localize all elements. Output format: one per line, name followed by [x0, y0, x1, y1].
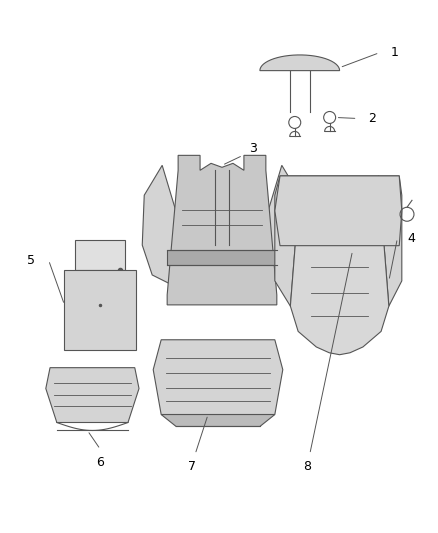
Polygon shape — [153, 340, 283, 415]
Text: 2: 2 — [368, 112, 376, 125]
Polygon shape — [161, 415, 275, 426]
Polygon shape — [260, 55, 339, 71]
Polygon shape — [267, 165, 302, 285]
Polygon shape — [75, 240, 126, 270]
Text: 6: 6 — [96, 456, 104, 469]
Text: 1: 1 — [391, 46, 399, 59]
Text: 4: 4 — [407, 232, 415, 245]
Polygon shape — [275, 176, 301, 306]
Text: 5: 5 — [27, 254, 35, 266]
Polygon shape — [167, 250, 277, 265]
Text: 8: 8 — [303, 460, 311, 473]
Polygon shape — [142, 165, 177, 285]
Text: 3: 3 — [249, 142, 257, 155]
Polygon shape — [46, 368, 139, 423]
Text: 7: 7 — [188, 460, 196, 473]
Polygon shape — [64, 270, 136, 350]
Polygon shape — [167, 155, 277, 305]
Polygon shape — [378, 176, 402, 306]
Polygon shape — [290, 176, 389, 355]
Polygon shape — [275, 176, 402, 246]
